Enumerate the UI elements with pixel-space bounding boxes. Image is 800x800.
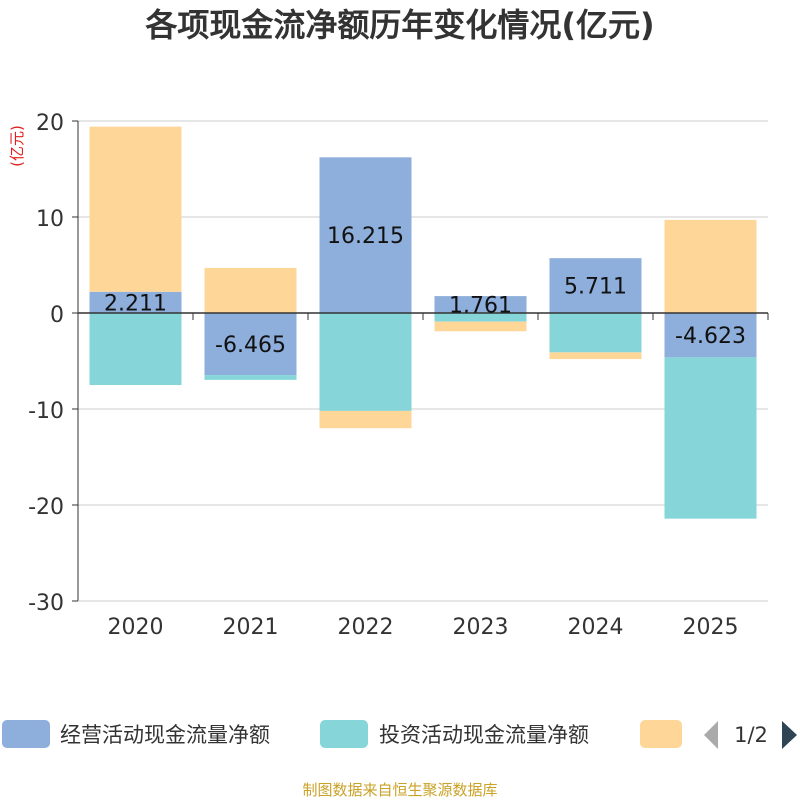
legend-swatch-operating[interactable] [2,720,50,748]
data-labels: 2.211 -6.465 16.215 1.761 5.711 -4.623 [104,224,746,358]
x-tick-label-2021: 2021 [223,615,279,640]
legend-swatch-investing[interactable] [320,720,368,748]
bar-segment-2025-series-0[interactable] [664,313,757,358]
legend-page-indicator: 1/2 [734,723,768,747]
data-label-2021: -6.465 [215,333,286,358]
bar-segment-2024-series-0[interactable] [549,258,642,313]
legend-next-page-icon[interactable] [782,721,797,749]
legend-prev-page-icon[interactable] [704,721,718,749]
bar-segment-2022-series-1[interactable] [319,313,412,411]
data-label-2025: -4.623 [675,324,746,349]
bar-segment-2023-series-2[interactable] [434,321,527,332]
bar-segment-2020-series-1[interactable] [89,313,182,385]
axes: 20 10 0 -10 -20 -30 2020 2021 2022 2023 2024 2025 [28,111,769,640]
y-tick-label: 0 [50,303,64,328]
bar-segment-2025-series-1[interactable] [664,357,757,519]
bar-segment-2021-series-0[interactable] [204,313,297,376]
x-tick-label-2025: 2025 [683,615,739,640]
bar-segment-2022-series-2[interactable] [319,410,412,429]
chart-title: 各项现金流净额历年变化情况(亿元) [145,6,654,44]
bar-segment-2025-series-2[interactable] [664,219,757,313]
bar-segment-2024-series-2[interactable] [549,352,642,360]
bars [89,126,757,519]
x-tick-label-2020: 2020 [108,615,164,640]
data-source-note: 制图数据来自恒生聚源数据库 [302,781,497,799]
x-tick-label-2024: 2024 [568,615,624,640]
data-label-2024: 5.711 [564,275,627,300]
y-tick-label: 20 [36,111,64,136]
y-axis-label: (亿元) [8,125,26,167]
bar-segment-2022-series-0[interactable] [319,157,412,313]
bar-segment-2021-series-1[interactable] [204,375,297,380]
bar-segment-2021-series-2[interactable] [204,267,297,313]
legend: 经营活动现金流量净额 投资活动现金流量净额 1/2 [2,720,797,749]
bar-segment-2023-series-0[interactable] [434,296,527,313]
y-tick-label: -30 [28,591,64,616]
bar-segment-2020-series-0[interactable] [89,291,182,313]
data-label-2020: 2.211 [104,291,167,316]
y-tick-label: 10 [36,207,64,232]
y-tick-label: -10 [28,399,64,424]
bar-segment-2024-series-1[interactable] [549,313,642,353]
y-tick-label: -20 [28,495,64,520]
bar-segment-2023-series-1[interactable] [434,313,527,322]
legend-swatch-financing[interactable] [640,720,682,748]
data-label-2023: 1.761 [449,294,512,319]
legend-label-investing[interactable]: 投资活动现金流量净额 [379,723,589,747]
data-label-2022: 16.215 [327,224,404,249]
x-tick-label-2022: 2022 [338,615,394,640]
legend-label-operating[interactable]: 经营活动现金流量净额 [60,723,270,747]
x-tick-label-2023: 2023 [453,615,509,640]
bar-segment-2020-series-2[interactable] [89,126,182,292]
